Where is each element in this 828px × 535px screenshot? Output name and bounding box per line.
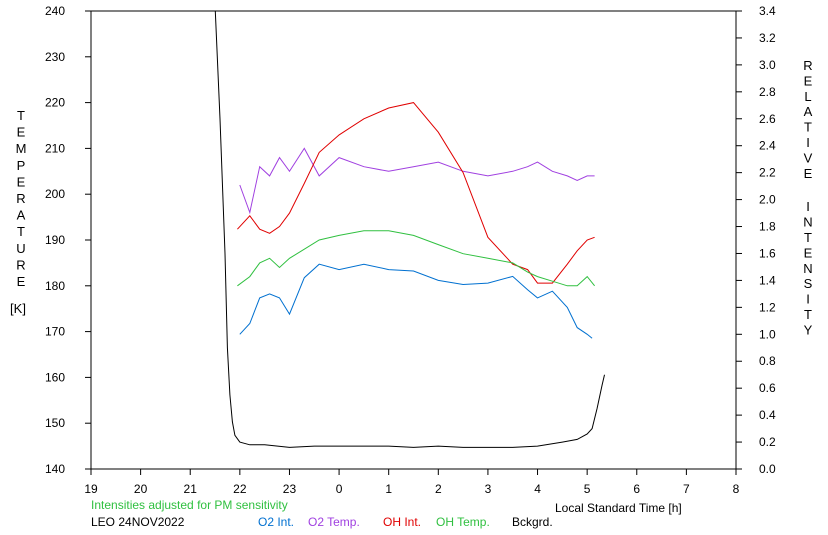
right-axis-letter: I (806, 135, 810, 150)
left-tick-label: 210 (45, 141, 65, 155)
right-tick-label: 1.0 (759, 327, 776, 341)
left-tick-label: 170 (45, 325, 65, 339)
legend-oh-temp: OH Temp. (436, 515, 490, 529)
x-tick-label: 6 (633, 482, 640, 496)
right-axis-letter: I (806, 292, 810, 307)
right-axis-letter: S (804, 276, 813, 291)
right-tick-label: 3.4 (759, 4, 776, 18)
series-line-o2-temp (239, 147, 595, 215)
x-tick-label: 20 (134, 482, 148, 496)
left-tick-label: 180 (45, 279, 65, 293)
legend-o2-int: O2 Int. (258, 515, 294, 529)
x-tick-label: 5 (584, 482, 591, 496)
right-tick-label: 3.2 (759, 31, 776, 45)
x-tick-label: 8 (733, 482, 740, 496)
legend: O2 Int. O2 Temp. OH Int. OH Temp. Bckgrd… (258, 515, 553, 529)
right-axis-letter: N (803, 215, 812, 230)
right-tick-label: 3.0 (759, 58, 776, 72)
series-layer (214, 11, 605, 448)
left-tick-label: 240 (45, 4, 65, 18)
right-tick-label: 0.6 (759, 381, 776, 395)
left-axis-letter: A (17, 208, 26, 223)
right-axis-letter: T (804, 230, 812, 245)
x-tick-label: 19 (84, 482, 98, 496)
right-tick-label: 1.2 (759, 300, 776, 314)
x-tick-label: 0 (336, 482, 343, 496)
left-axis-letter: E (17, 174, 26, 189)
right-tick-label: 1.6 (759, 246, 776, 260)
x-axis-title: Local Standard Time [h] (555, 501, 682, 515)
right-tick-label: 0.0 (759, 462, 776, 476)
x-tick-label: 22 (233, 482, 247, 496)
right-tick-label: 1.8 (759, 220, 776, 234)
x-tick-label: 23 (283, 482, 297, 496)
series-line-oh-int (237, 102, 595, 284)
station-date: LEO 24NOV2022 (91, 515, 185, 529)
series-line-oh-temp (237, 230, 595, 287)
left-tick-label: 150 (45, 416, 65, 430)
x-tick-label: 7 (683, 482, 690, 496)
plot-frame (90, 10, 737, 470)
series-line-bckgrd (214, 11, 605, 448)
left-axis-letter: U (16, 241, 25, 256)
legend-oh-int: OH Int. (383, 515, 421, 529)
legend-background: Bckgrd. (512, 515, 553, 529)
right-tick-label: 2.8 (759, 85, 776, 99)
x-tick-label: 3 (485, 482, 492, 496)
left-axis: 140 150 160 170 180 190 200 210 220 230 240 (45, 4, 91, 476)
right-axis-letter: T (804, 120, 812, 135)
x-tick-label: 2 (435, 482, 442, 496)
x-tick-label: 1 (385, 482, 392, 496)
right-axis-letter: E (804, 166, 813, 181)
left-tick-label: 230 (45, 50, 65, 64)
left-axis-letter: M (16, 141, 27, 156)
left-axis-unit: [K] (10, 301, 26, 316)
right-axis-letter: R (803, 58, 812, 73)
left-axis-letter: T (17, 108, 25, 123)
left-axis-letter: E (17, 125, 26, 140)
x-tick-label: 4 (534, 482, 541, 496)
left-axis-letter: R (16, 257, 25, 272)
left-axis-letter: T (17, 224, 25, 239)
right-axis-letter: A (804, 104, 813, 119)
right-axis-letter: E (804, 73, 813, 88)
left-axis-letter: E (17, 274, 26, 289)
note-text: Intensities adjusted for PM sensitivity (91, 498, 288, 512)
right-tick-label: 2.2 (759, 166, 776, 180)
left-axis-letter: R (16, 191, 25, 206)
right-axis-letter: Y (804, 322, 813, 337)
right-axis-letter: V (804, 150, 813, 165)
right-axis-letter: L (804, 89, 811, 104)
right-axis-letter: T (804, 307, 812, 322)
right-tick-label: 2.0 (759, 193, 776, 207)
right-tick-label: 1.4 (759, 273, 776, 287)
right-tick-label: 0.8 (759, 354, 776, 368)
left-tick-label: 200 (45, 187, 65, 201)
right-axis-letter: I (806, 199, 810, 214)
left-tick-label: 220 (45, 96, 65, 110)
right-tick-label: 2.6 (759, 112, 776, 126)
right-tick-label: 2.4 (759, 139, 776, 153)
left-tick-label: 160 (45, 370, 65, 384)
legend-o2-temp: O2 Temp. (308, 515, 360, 529)
x-tick-label: 21 (184, 482, 198, 496)
left-axis-letter: P (17, 158, 26, 173)
right-axis-letter: E (804, 245, 813, 260)
right-tick-label: 0.4 (759, 408, 776, 422)
left-tick-label: 190 (45, 233, 65, 247)
left-tick-label: 140 (45, 462, 65, 476)
x-axis: 19 20 21 22 23 0 1 2 3 4 5 6 7 8 (84, 469, 740, 496)
right-axis-letter: N (803, 261, 812, 276)
right-axis: 0.0 0.2 0.4 0.6 0.8 1.0 1.2 1.4 1.6 1.8 2.0 2.2 2.4 2… (736, 4, 776, 476)
right-tick-label: 0.2 (759, 435, 776, 449)
series-line-o2-int (239, 263, 593, 339)
